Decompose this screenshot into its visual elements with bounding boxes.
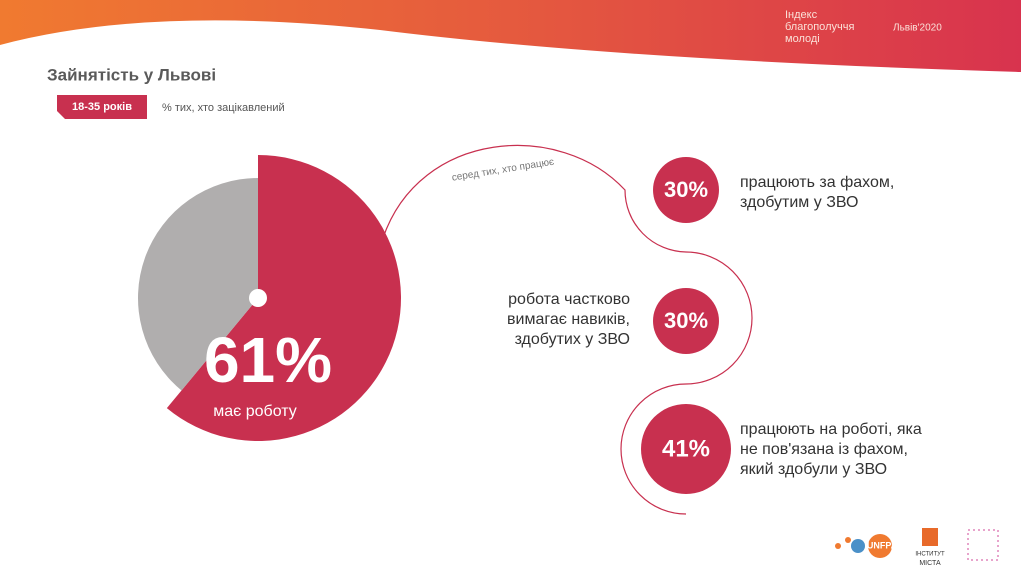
logo-dot	[835, 543, 841, 549]
title: Зайнятість у Львові	[47, 65, 216, 84]
brand-line: благополуччя	[785, 21, 854, 33]
item-text: який здобули у ЗВО	[740, 461, 887, 478]
connector-label: серед тих, хто працює	[451, 157, 555, 184]
item-circle	[641, 404, 731, 494]
category-label: має роботу	[213, 403, 297, 420]
pie-slice	[138, 178, 258, 391]
item-value: 30%	[664, 308, 708, 333]
logos: UNFPA ІНСТИТУТ МІСТА	[835, 528, 999, 567]
logo-lion	[922, 528, 938, 546]
brand-line: Індекс	[785, 9, 818, 21]
item-value: 30%	[664, 177, 708, 202]
brand-line: молоді	[785, 33, 820, 45]
pie-slice	[166, 155, 401, 441]
item-circle	[653, 288, 719, 354]
value-label: 61%	[204, 324, 332, 396]
item-text: робота частково	[508, 291, 630, 308]
pie-center	[249, 289, 267, 307]
logo-un	[851, 539, 865, 553]
item-text: вимагає навиків,	[507, 311, 630, 328]
logo-grid	[967, 529, 999, 561]
note: % тих, хто зацікавлений	[162, 102, 285, 114]
logo-unfpa	[868, 534, 892, 558]
logo-text: ІНСТИТУТ	[915, 552, 945, 558]
badge-bg	[57, 95, 147, 119]
items: 30% працюють за фахом, здобутим у ЗВО 30% ро…	[507, 157, 922, 494]
header-band	[0, 0, 1021, 72]
logo-text: UNFPA	[867, 540, 898, 550]
item-text: здобутим у ЗВО	[740, 194, 858, 211]
item-text: працюють за фахом,	[740, 174, 894, 191]
badge: 18-35 років	[72, 101, 132, 113]
edition: Львів'2020	[893, 23, 942, 34]
item-value: 41%	[662, 435, 710, 462]
connector	[382, 144, 753, 515]
item-text: не пов'язана із фахом,	[740, 441, 908, 458]
header-brand: Індекс благополуччя молоді	[785, 9, 854, 45]
pie: 61% має роботу	[138, 155, 401, 441]
item-text: здобутих у ЗВО	[515, 331, 630, 348]
item-text: працюють на роботі, яка	[740, 421, 922, 438]
item-circle	[653, 157, 719, 223]
logo-dot	[845, 537, 851, 543]
logo-text: МІСТА	[919, 560, 941, 567]
